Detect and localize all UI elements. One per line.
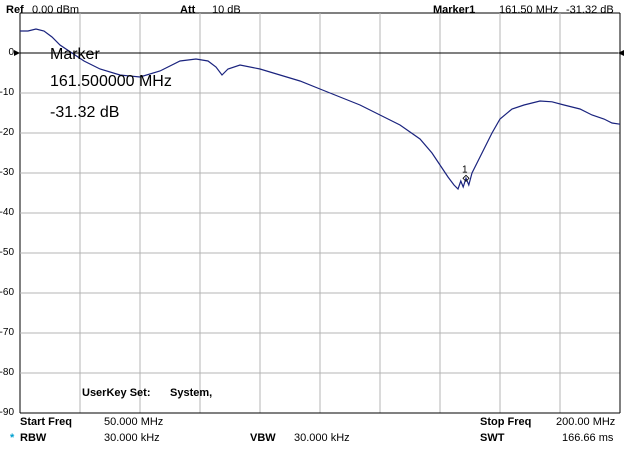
rbw-star: * — [10, 432, 15, 444]
stop-freq-value[interactable]: 200.00 MHz — [556, 416, 616, 428]
grid — [19, 12, 621, 414]
ref-level-right-arrow — [618, 50, 624, 56]
swt-value[interactable]: 166.66 ms — [562, 432, 614, 444]
rbw-label: RBW — [20, 432, 47, 444]
y-tick-label: -10 — [0, 87, 14, 98]
marker-1-number: 1 — [462, 164, 468, 175]
userkey-value: System, — [170, 387, 213, 399]
rbw-value[interactable]: 30.000 kHz — [104, 432, 160, 444]
swt-label: SWT — [480, 432, 505, 444]
marker-box-level: -31.32 dB — [50, 104, 120, 121]
start-freq-label: Start Freq — [20, 416, 72, 428]
y-tick-label: -20 — [0, 127, 14, 138]
start-freq-value[interactable]: 50.000 MHz — [104, 416, 164, 428]
y-tick-label: -70 — [0, 327, 14, 338]
marker-1-point[interactable] — [462, 174, 470, 182]
vbw-label: VBW — [250, 432, 276, 444]
stop-freq-label: Stop Freq — [480, 416, 532, 428]
ref-label: Ref — [6, 4, 24, 16]
ref-level-left-arrow — [14, 50, 20, 56]
y-tick-label: -50 — [0, 247, 14, 258]
y-tick-label: -80 — [0, 367, 14, 378]
y-tick-label: 0 — [8, 47, 14, 58]
spectrum-trace — [20, 28, 621, 191]
y-tick-label: -90 — [0, 407, 14, 418]
y-tick-label: -40 — [0, 207, 14, 218]
marker-box-title: Marker — [50, 46, 100, 63]
y-tick-label: -60 — [0, 287, 14, 298]
y-tick-label: -30 — [0, 167, 14, 178]
vbw-value[interactable]: 30.000 kHz — [294, 432, 350, 444]
userkey-label: UserKey Set: — [82, 387, 151, 399]
marker-box-freq: 161.500000 MHz — [50, 73, 172, 90]
